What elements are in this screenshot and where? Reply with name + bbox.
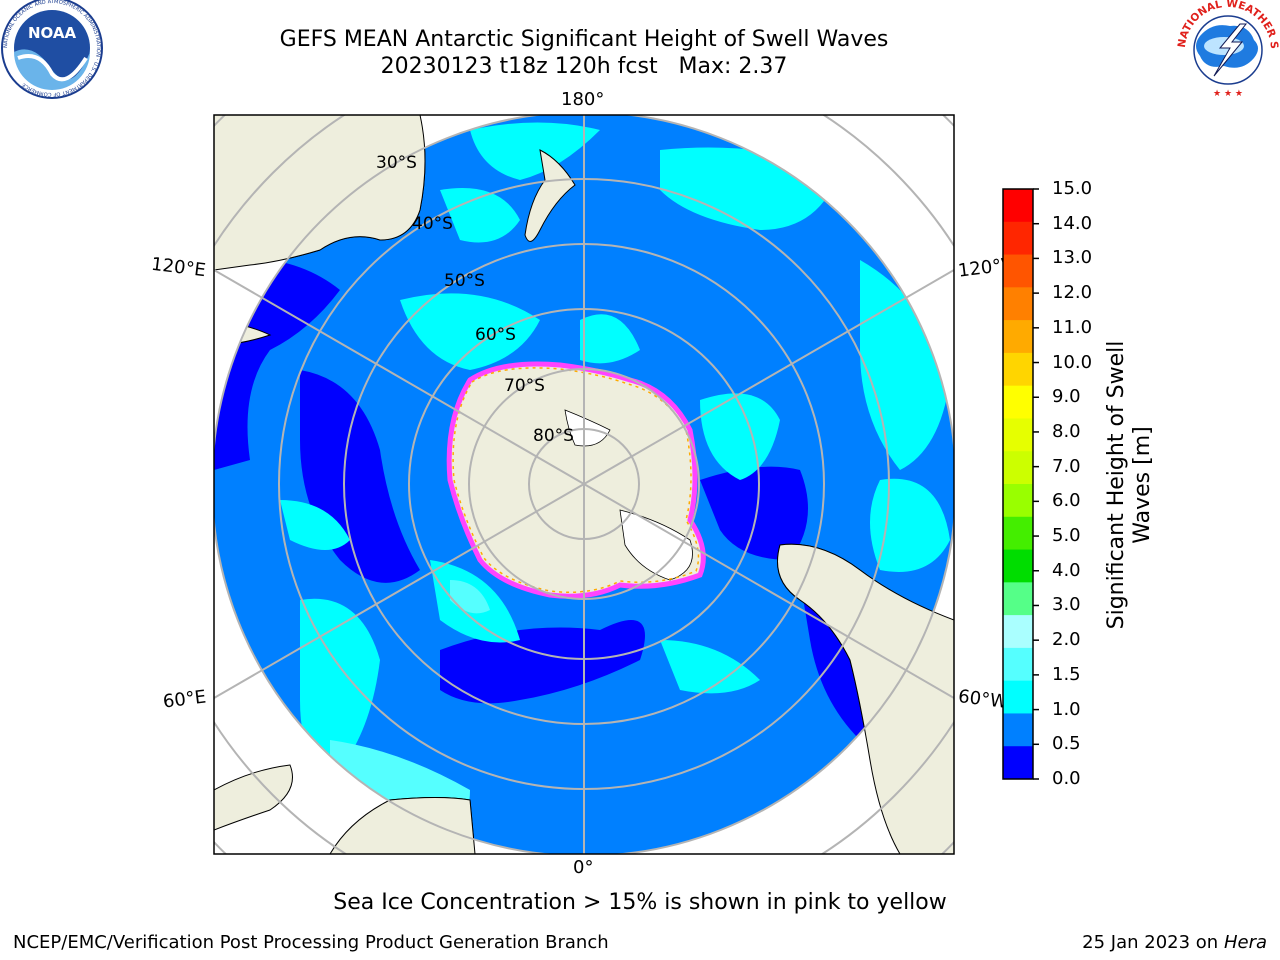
colorbar-segment xyxy=(1003,615,1033,649)
colorbar-segment xyxy=(1003,352,1033,387)
colorbar-tick-label: 1.0 xyxy=(1052,698,1081,720)
colorbar-segment xyxy=(1003,582,1033,616)
colorbar-segment xyxy=(1003,713,1033,747)
lon-label-bottom: 0° xyxy=(573,857,594,878)
colorbar-tick-label: 8.0 xyxy=(1052,420,1081,442)
colorbar-tick-label: 14.0 xyxy=(1052,212,1093,234)
chart-subtitle: 20230123 t18z 120h fcst Max: 2.37 xyxy=(380,54,788,79)
colorbar-tick-label: 12.0 xyxy=(1052,282,1093,304)
lat-label-80s: 80°S xyxy=(533,426,574,446)
colorbar-segment xyxy=(1003,385,1033,419)
noaa-logo-text: NOAA xyxy=(28,24,77,42)
colorbar-tick-label: 7.0 xyxy=(1052,455,1081,477)
lat-label-50s: 50°S xyxy=(444,271,485,291)
colorbar-tick-label: 13.0 xyxy=(1052,247,1093,269)
colorbar-tick-label: 10.0 xyxy=(1052,351,1093,373)
footer-date: 25 Jan 2023 on Hera xyxy=(1082,932,1267,953)
colorbar-segment xyxy=(1003,484,1033,518)
colorbar-segment xyxy=(1003,320,1033,354)
colorbar-tick-label: 1.5 xyxy=(1052,663,1081,685)
caption: Sea Ice Concentration > 15% is shown in … xyxy=(333,890,947,915)
colorbar-tick-label: 11.0 xyxy=(1052,316,1093,338)
svg-text:★ ★ ★: ★ ★ ★ xyxy=(1213,89,1243,99)
noaa-logo: NOAA NATIONAL OCEANIC AND ATMOSPHERIC AD… xyxy=(1,0,103,99)
colorbar-tick-label: 0.5 xyxy=(1052,733,1081,755)
colorbar-segment xyxy=(1003,746,1033,780)
colorbar-tick-label: 6.0 xyxy=(1052,490,1081,512)
colorbar-tick-label: 9.0 xyxy=(1052,386,1081,408)
colorbar-segment xyxy=(1003,189,1033,223)
colorbar-segment xyxy=(1003,418,1033,452)
lon-label-top: 180° xyxy=(561,89,605,110)
lat-label-40s: 40°S xyxy=(412,214,453,234)
lat-label-30s: 30°S xyxy=(376,153,417,173)
colorbar-tick-label: 4.0 xyxy=(1052,559,1081,581)
map-frame xyxy=(213,114,955,855)
footer-credit: NCEP/EMC/Verification Post Processing Pr… xyxy=(13,932,609,953)
colorbar-segment xyxy=(1003,451,1033,485)
graticule xyxy=(214,115,954,854)
colorbar-title: Significant Height of Swell Waves [m] xyxy=(1104,340,1155,630)
colorbar-segment xyxy=(1003,254,1033,288)
colorbar-segment xyxy=(1003,287,1033,321)
colorbar-segment xyxy=(1003,221,1033,256)
lat-label-70s: 70°S xyxy=(504,376,545,396)
colorbar-tick-label: 3.0 xyxy=(1052,594,1081,616)
colorbar-tick-label: 5.0 xyxy=(1052,525,1081,547)
colorbar-segment xyxy=(1003,549,1033,583)
colorbar-tick-label: 15.0 xyxy=(1052,178,1093,199)
lat-label-60s: 60°S xyxy=(475,325,516,345)
chart-title: GEFS MEAN Antarctic Significant Height o… xyxy=(279,27,889,52)
colorbar-segment xyxy=(1003,680,1033,714)
nws-logo: NATIONAL WEATHER SERVICE ★ ★ ★ xyxy=(1170,0,1280,100)
colorbar-tick-label: 2.0 xyxy=(1052,629,1081,651)
colorbar-segment xyxy=(1003,647,1033,682)
colorbar-tick-label: 0.0 xyxy=(1052,768,1081,789)
colorbar-segment xyxy=(1003,516,1033,551)
